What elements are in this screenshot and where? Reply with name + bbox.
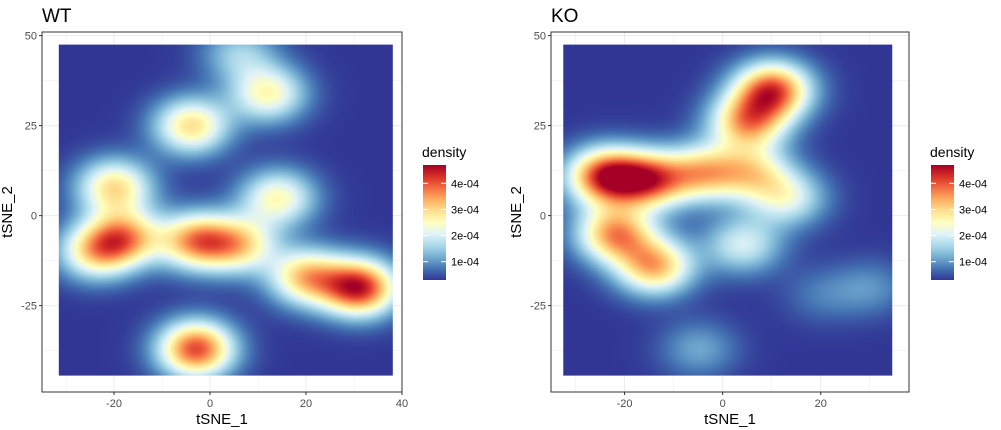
legend-label: 4e-04 [959,178,987,190]
x-tick-label: 40 [396,398,408,410]
x-tick-label: -20 [617,398,633,410]
legend-colorbar [423,165,446,280]
y-tick-label: 0 [31,211,37,223]
panel-wt: WT -20 0 20 40 -25 0 25 50 tSNE_1 tSNE_2 densit… [0,6,479,428]
density-heatmap [563,44,893,376]
density-legend: density 1e-04 2e-04 3e-04 4e-04 [422,144,479,280]
plot-border [550,31,910,393]
panel-title: WT [42,6,72,27]
legend-label: 1e-04 [959,257,987,269]
density-legend: density 1e-04 2e-04 3e-04 4e-04 [930,144,987,280]
legend-label: 4e-04 [451,178,479,190]
density-heatmap [58,44,393,376]
x-axis-title: tSNE_1 [196,411,248,428]
axis-ticks: -20 0 20 40 -25 0 25 50 [21,31,408,410]
legend-label: 2e-04 [451,231,479,243]
y-tick-label: 25 [534,121,546,133]
y-tick-label: -25 [530,301,546,313]
axis-ticks: -20 0 20 -25 0 25 50 [530,31,827,410]
legend-label: 3e-04 [959,204,987,216]
x-tick-label: 20 [300,398,312,410]
x-axis-title: tSNE_1 [704,411,756,428]
legend-label: 2e-04 [959,231,987,243]
y-axis-title: tSNE_2 [508,186,525,238]
y-axis-title: tSNE_2 [0,186,16,238]
y-tick-label: 50 [25,31,37,43]
y-tick-label: 0 [540,211,546,223]
x-tick-label: 20 [815,398,827,410]
legend-title: density [422,144,466,160]
panel-title: KO [551,6,578,27]
legend-label: 1e-04 [451,257,479,269]
legend-label: 3e-04 [451,204,479,216]
legend-colorbar [931,165,954,280]
legend-title: density [930,144,974,160]
x-tick-label: 0 [207,398,213,410]
y-tick-label: -25 [21,301,37,313]
y-tick-label: 25 [25,121,37,133]
y-tick-label: 50 [534,31,546,43]
plot-border [41,31,403,393]
panel-ko: KO -20 0 20 -25 0 25 50 tSNE_1 tSNE_2 density … [508,6,987,428]
x-tick-label: -20 [106,398,122,410]
x-tick-label: 0 [720,398,726,410]
